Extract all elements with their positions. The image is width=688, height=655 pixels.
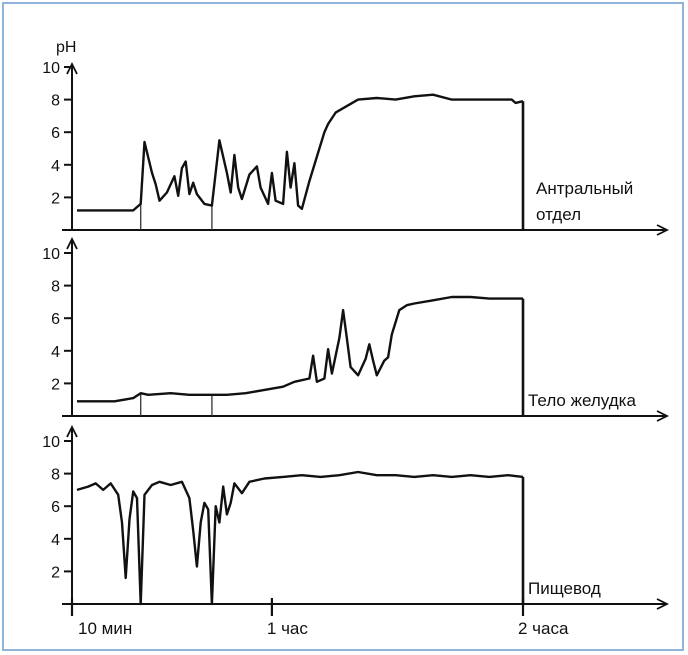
time-label: 1 час — [267, 619, 308, 638]
y-tick-label: 6 — [51, 125, 60, 142]
y-tick-label: 8 — [51, 279, 60, 296]
y-tick-label: 6 — [51, 499, 60, 516]
panel-label: отдел — [536, 205, 581, 224]
time-label: 10 мин — [78, 619, 132, 638]
x-axis-arrow — [656, 598, 670, 610]
time-label: 2 часа — [518, 619, 569, 638]
y-tick-label: 10 — [42, 60, 60, 77]
y-axis-arrow — [66, 61, 78, 75]
y-tick-label: 10 — [42, 434, 60, 451]
y-tick-label: 4 — [51, 344, 60, 361]
y-unit-label: pH — [56, 39, 76, 56]
y-tick-label: 4 — [51, 158, 60, 175]
ph-series-line — [77, 295, 523, 403]
y-axis-arrow — [66, 236, 78, 250]
y-tick-label: 10 — [42, 246, 60, 263]
y-tick-label: 8 — [51, 467, 60, 484]
ph-series-line — [76, 470, 524, 606]
y-axis-arrow — [66, 424, 78, 438]
ph-chart: 2 4 6 8 10 Антральный отдел 2 4 6 8 10 Тело желудка 2… — [42, 39, 670, 638]
y-tick-label: 2 — [51, 190, 60, 207]
panel-label: Пищевод — [528, 579, 601, 598]
y-tick-label: 8 — [51, 93, 60, 110]
x-axis-arrow — [656, 410, 670, 422]
panel-label: Тело желудка — [528, 391, 636, 410]
y-tick-label: 4 — [51, 532, 60, 549]
y-tick-label: 6 — [51, 311, 60, 328]
ph-series-line — [77, 93, 524, 212]
panel-label: Антральный — [536, 179, 633, 198]
x-axis-arrow — [656, 224, 670, 236]
y-tick-label: 2 — [51, 376, 60, 393]
y-tick-label: 2 — [51, 564, 60, 581]
